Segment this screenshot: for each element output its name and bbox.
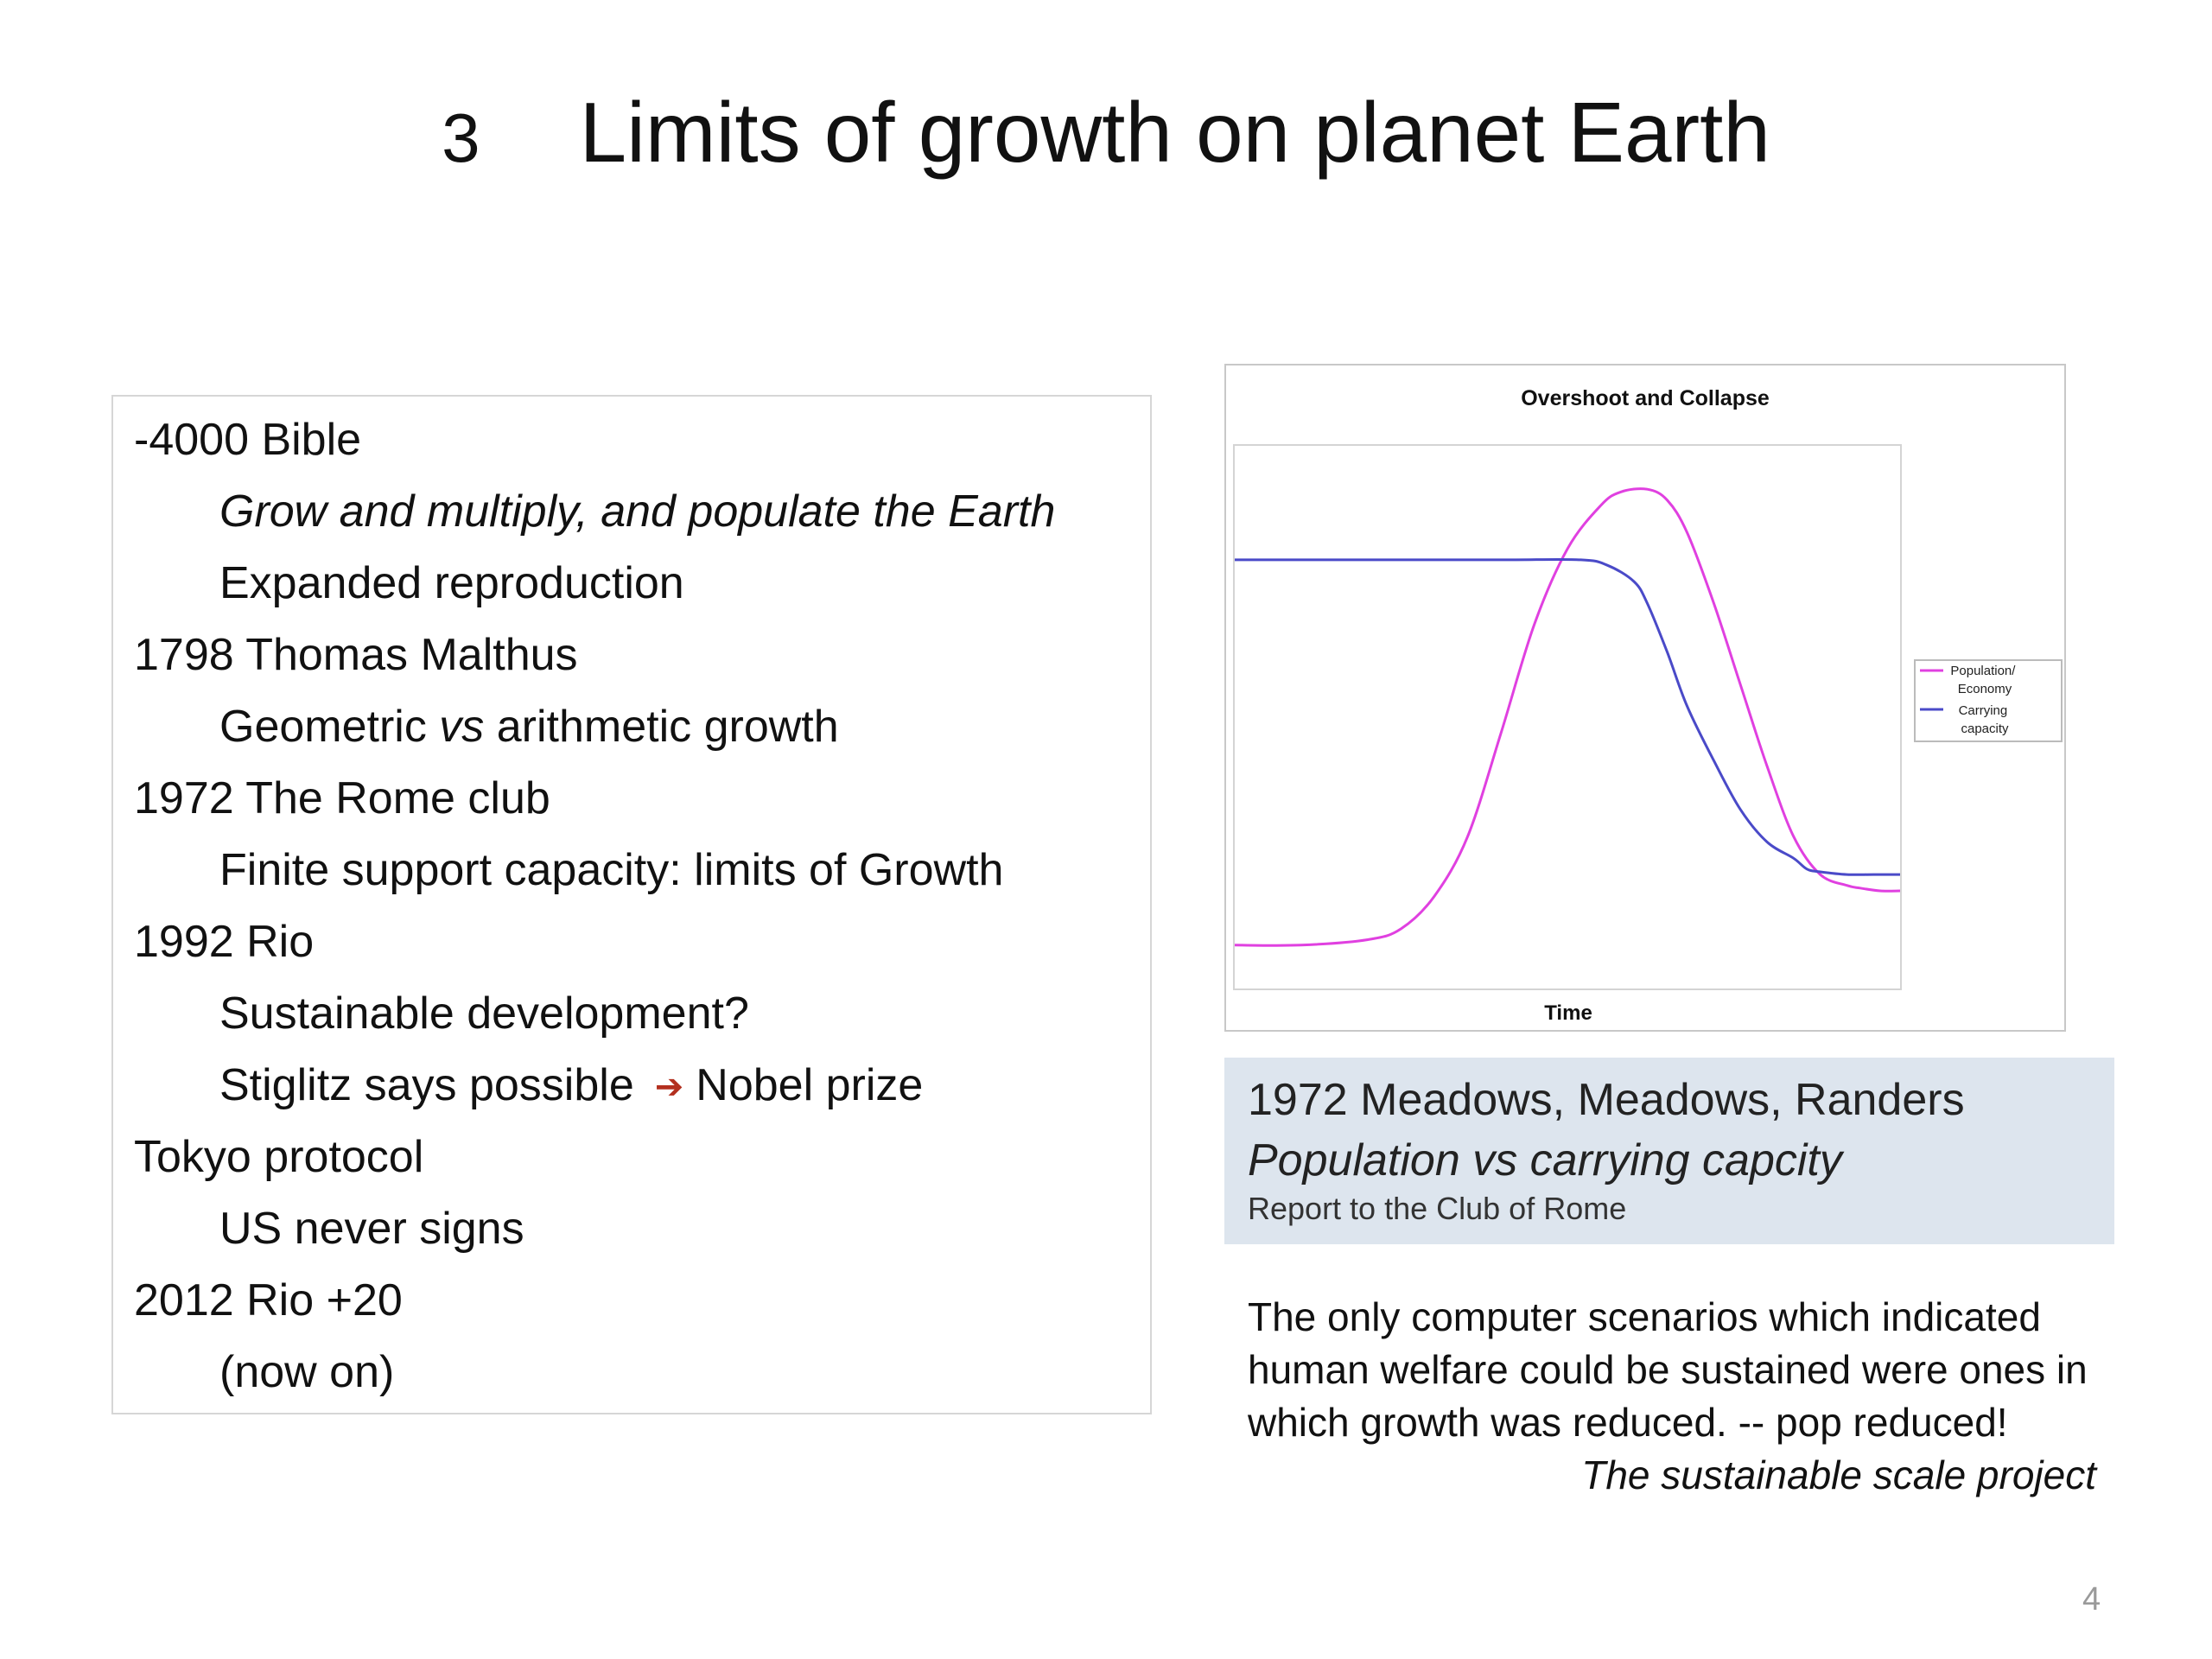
quote-line: human welfare could be sustained were on…	[1248, 1347, 2088, 1392]
timeline-detail: Grow and multiply, and populate the Eart…	[219, 481, 1055, 542]
timeline-event: 1798 Thomas Malthus	[134, 630, 578, 680]
title-text: Limits of growth on planet Earth	[579, 85, 1770, 180]
legend-label-carrying-line2: capacity	[1961, 721, 2009, 736]
bible-quote: Grow and multiply, and populate the Eart…	[219, 486, 1056, 537]
legend-label-carrying-capacity: Carrying capacity	[1959, 703, 2012, 736]
timeline-detail: (now on)	[219, 1347, 395, 1397]
timeline-event: Tokyo protocol	[134, 1132, 424, 1182]
quote-block: The only computer scenarios which indica…	[1248, 1291, 2112, 1502]
timeline-detail: Geometric vs arithmetic growth	[219, 696, 839, 757]
legend-box	[1914, 659, 2063, 742]
arrow-right-icon: ➔	[654, 1068, 684, 1106]
timeline-box: -4000 Bible Grow and multiply, and popul…	[111, 395, 1152, 1414]
quote-line: The only computer scenarios which indica…	[1248, 1294, 2041, 1339]
citation-subtitle: Population vs carrying capcity	[1248, 1135, 1842, 1185]
overshoot-chart: Overshoot and Collapse Time Population/ …	[1224, 364, 2066, 1032]
citation-box: 1972 Meadows, Meadows, Randers Populatio…	[1224, 1058, 2114, 1244]
quote-source: The sustainable scale project	[1581, 1452, 2096, 1497]
section-number: 3	[442, 99, 480, 176]
timeline-detail: Sustainable development?	[219, 988, 749, 1039]
slide-title: 3 Limits of growth on planet Earth	[0, 76, 2212, 188]
timeline-event: 1992 Rio	[134, 917, 315, 967]
chart-legend: Population/ Economy Carrying capacity	[1914, 659, 2063, 742]
legend-label-population: Population/ Economy	[1950, 664, 2018, 696]
timeline-detail: Finite support capacity: limits of Growt…	[219, 845, 1004, 895]
plot-area	[1233, 444, 1902, 990]
x-axis-label: Time	[1544, 1001, 1592, 1025]
citation-source: Report to the Club of Rome	[1248, 1191, 1627, 1226]
detail-text-post: arithmetic growth	[484, 702, 839, 752]
timeline-detail: Expanded reproduction	[219, 558, 684, 608]
timeline-detail: US never signs	[219, 1204, 524, 1254]
detail-text-pre: Geometric	[219, 702, 440, 752]
legend-label-carrying-line1: Carrying	[1959, 703, 2008, 718]
timeline-event: -4000 Bible	[134, 415, 362, 465]
citation-authors: 1972 Meadows, Meadows, Randers	[1248, 1075, 1965, 1125]
detail-text-post: Nobel prize	[696, 1060, 924, 1110]
page-number: 4	[2082, 1581, 2101, 1618]
legend-label-population-line2: Economy	[1958, 682, 2012, 696]
series-line-carrying-capacity	[1234, 557, 1900, 876]
chart-canvas: Overshoot and Collapse Time Population/ …	[1233, 386, 2063, 1025]
timeline-event: 1972 The Rome club	[134, 773, 550, 823]
timeline-detail: Stiglitz says possible ➔ Nobel prize	[219, 1055, 923, 1119]
series-layer	[1234, 487, 1901, 947]
legend-label-population-line1: Population/	[1950, 664, 2016, 678]
quote-line: which growth was reduced. -- pop reduced…	[1248, 1400, 2008, 1445]
detail-text-pre: Stiglitz says possible	[219, 1060, 634, 1110]
series-line-population-economy	[1234, 487, 1901, 947]
detail-text-em: vs	[439, 702, 485, 752]
timeline-event: 2012 Rio +20	[134, 1275, 403, 1325]
chart-title: Overshoot and Collapse	[1521, 386, 1770, 410]
